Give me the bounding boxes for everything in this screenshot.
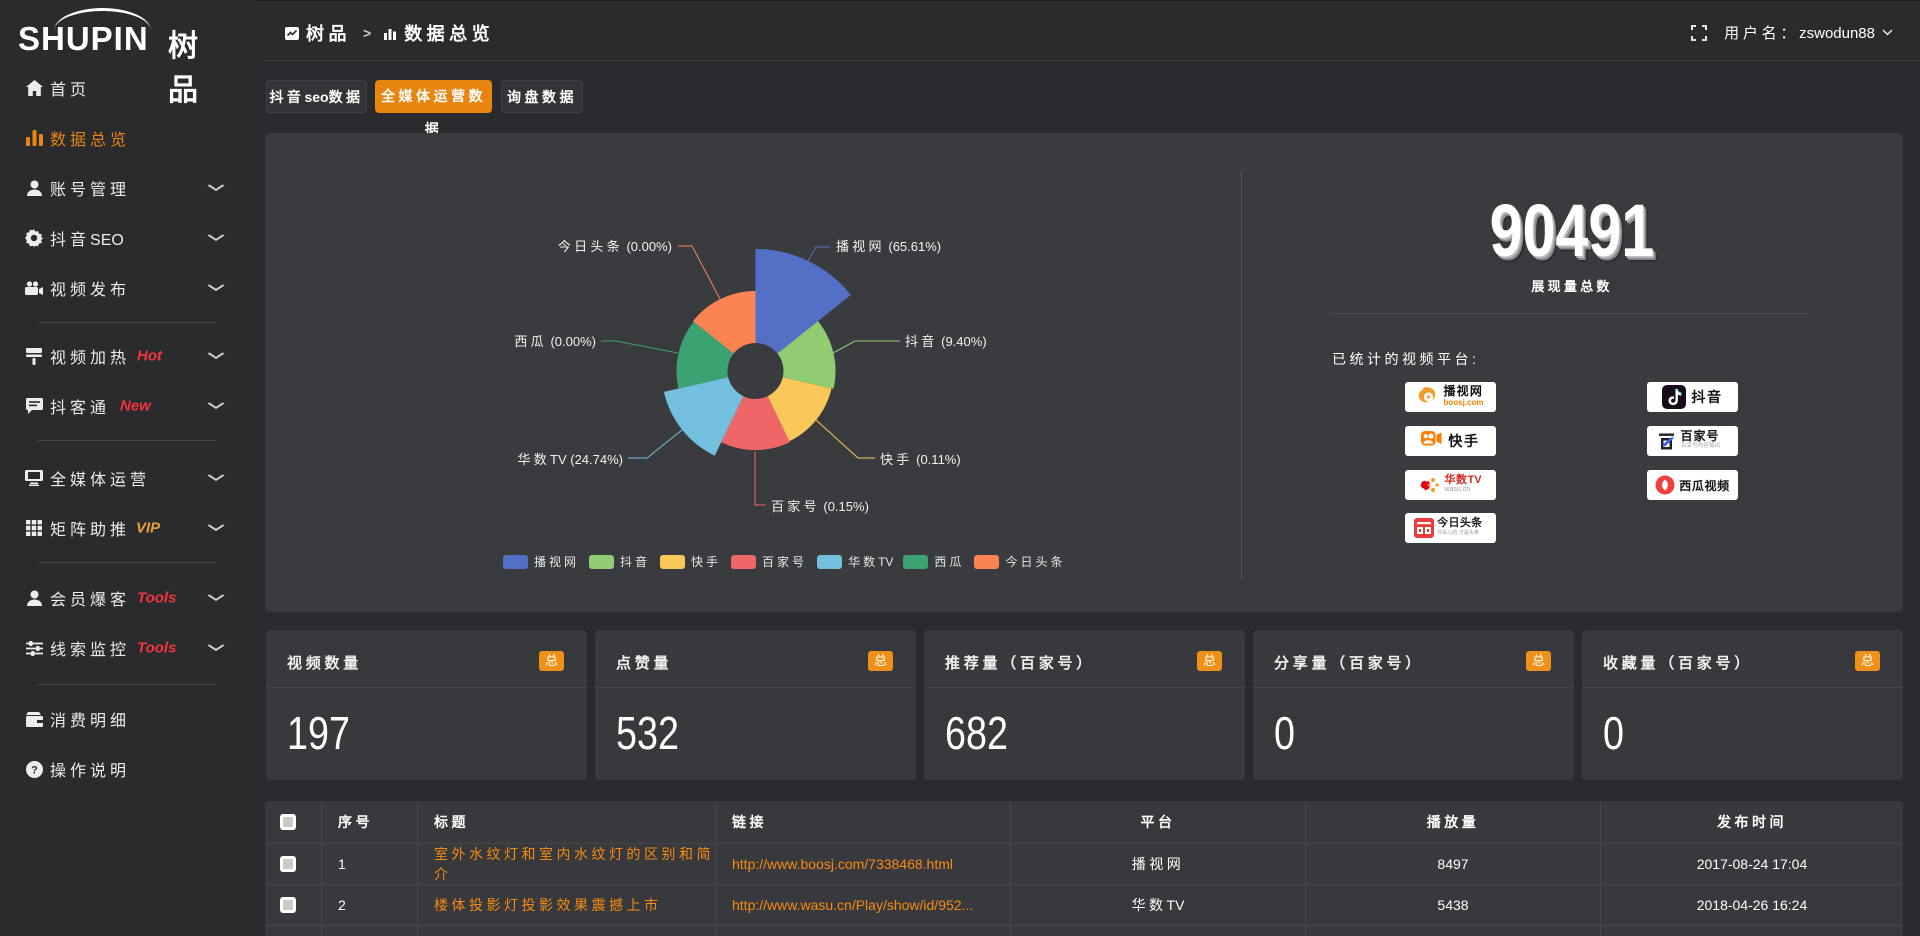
svg-text:?: ? [31, 764, 38, 776]
